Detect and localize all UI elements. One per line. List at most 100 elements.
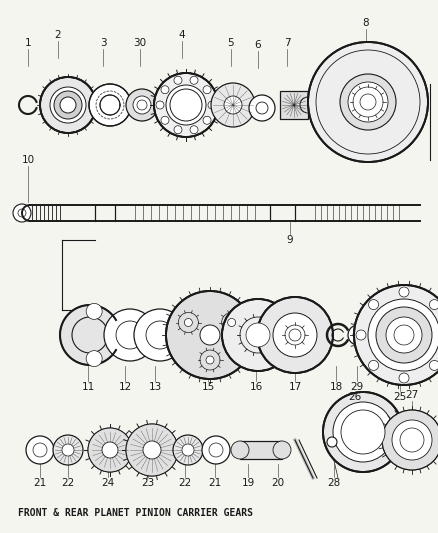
Circle shape xyxy=(173,435,203,465)
Circle shape xyxy=(174,76,182,84)
Circle shape xyxy=(33,443,47,457)
Text: 2: 2 xyxy=(55,30,61,40)
Text: 26: 26 xyxy=(348,392,362,402)
Circle shape xyxy=(40,77,96,133)
Circle shape xyxy=(386,317,422,353)
Circle shape xyxy=(86,303,102,319)
Text: 3: 3 xyxy=(100,38,106,48)
Circle shape xyxy=(184,319,192,327)
Circle shape xyxy=(289,329,301,341)
Text: 29: 29 xyxy=(350,382,364,392)
Circle shape xyxy=(348,82,388,122)
Circle shape xyxy=(356,330,366,340)
Text: 21: 21 xyxy=(33,478,46,488)
Text: 11: 11 xyxy=(81,382,95,392)
Circle shape xyxy=(246,323,270,347)
Circle shape xyxy=(353,330,363,340)
Text: 27: 27 xyxy=(406,390,419,400)
Circle shape xyxy=(369,300,378,310)
Circle shape xyxy=(208,101,216,109)
Text: 21: 21 xyxy=(208,478,222,488)
Circle shape xyxy=(166,85,206,125)
Circle shape xyxy=(206,356,214,364)
Circle shape xyxy=(166,291,254,379)
Circle shape xyxy=(400,428,424,452)
Text: 10: 10 xyxy=(21,155,35,165)
Circle shape xyxy=(190,76,198,84)
Circle shape xyxy=(146,321,174,349)
Circle shape xyxy=(323,392,403,472)
Text: 25: 25 xyxy=(393,392,406,402)
Circle shape xyxy=(26,436,54,464)
Circle shape xyxy=(211,83,255,127)
Circle shape xyxy=(133,96,151,114)
Circle shape xyxy=(190,126,198,134)
Circle shape xyxy=(308,42,428,162)
Circle shape xyxy=(60,97,76,113)
Text: 15: 15 xyxy=(201,382,215,392)
Text: 18: 18 xyxy=(329,382,343,392)
Circle shape xyxy=(53,435,83,465)
Text: 5: 5 xyxy=(228,38,234,48)
Text: 20: 20 xyxy=(272,478,285,488)
Circle shape xyxy=(126,89,158,121)
Circle shape xyxy=(257,297,333,373)
Text: 12: 12 xyxy=(118,382,132,392)
Text: 7: 7 xyxy=(284,38,290,48)
Text: 22: 22 xyxy=(178,478,192,488)
Circle shape xyxy=(376,307,432,363)
Circle shape xyxy=(102,442,118,458)
Circle shape xyxy=(137,100,147,110)
Circle shape xyxy=(300,97,316,113)
Circle shape xyxy=(202,436,230,464)
Circle shape xyxy=(170,89,202,121)
Text: 8: 8 xyxy=(363,18,369,28)
Circle shape xyxy=(392,420,432,460)
Circle shape xyxy=(126,424,178,476)
Circle shape xyxy=(340,74,396,130)
Circle shape xyxy=(174,126,182,134)
Circle shape xyxy=(273,313,317,357)
Circle shape xyxy=(134,309,186,361)
Circle shape xyxy=(182,444,194,456)
Circle shape xyxy=(203,116,211,124)
Text: 24: 24 xyxy=(101,478,115,488)
Circle shape xyxy=(222,299,294,371)
Circle shape xyxy=(341,410,385,454)
Text: 28: 28 xyxy=(327,478,341,488)
Circle shape xyxy=(116,321,144,349)
Circle shape xyxy=(143,441,161,459)
Text: 23: 23 xyxy=(141,478,155,488)
Text: 1: 1 xyxy=(25,38,31,48)
Bar xyxy=(240,441,282,459)
Circle shape xyxy=(348,325,368,345)
Circle shape xyxy=(224,96,242,114)
Circle shape xyxy=(382,410,438,470)
Circle shape xyxy=(333,402,393,462)
Circle shape xyxy=(13,204,31,222)
Circle shape xyxy=(273,441,291,459)
Circle shape xyxy=(228,319,236,327)
Circle shape xyxy=(200,325,220,345)
Text: 30: 30 xyxy=(134,38,147,48)
Circle shape xyxy=(54,91,82,119)
Circle shape xyxy=(360,94,376,110)
Text: 4: 4 xyxy=(179,30,185,40)
Circle shape xyxy=(394,325,414,345)
Circle shape xyxy=(161,116,169,124)
Text: 6: 6 xyxy=(254,40,261,50)
Circle shape xyxy=(369,360,378,370)
Circle shape xyxy=(399,287,409,297)
Circle shape xyxy=(249,95,275,121)
Circle shape xyxy=(62,444,74,456)
Circle shape xyxy=(86,351,102,367)
Text: 13: 13 xyxy=(148,382,162,392)
Circle shape xyxy=(399,373,409,383)
Circle shape xyxy=(231,441,249,459)
Circle shape xyxy=(104,309,156,361)
Bar xyxy=(280,91,308,119)
Circle shape xyxy=(429,360,438,370)
Text: 22: 22 xyxy=(61,478,74,488)
Circle shape xyxy=(327,437,337,447)
Circle shape xyxy=(209,443,223,457)
